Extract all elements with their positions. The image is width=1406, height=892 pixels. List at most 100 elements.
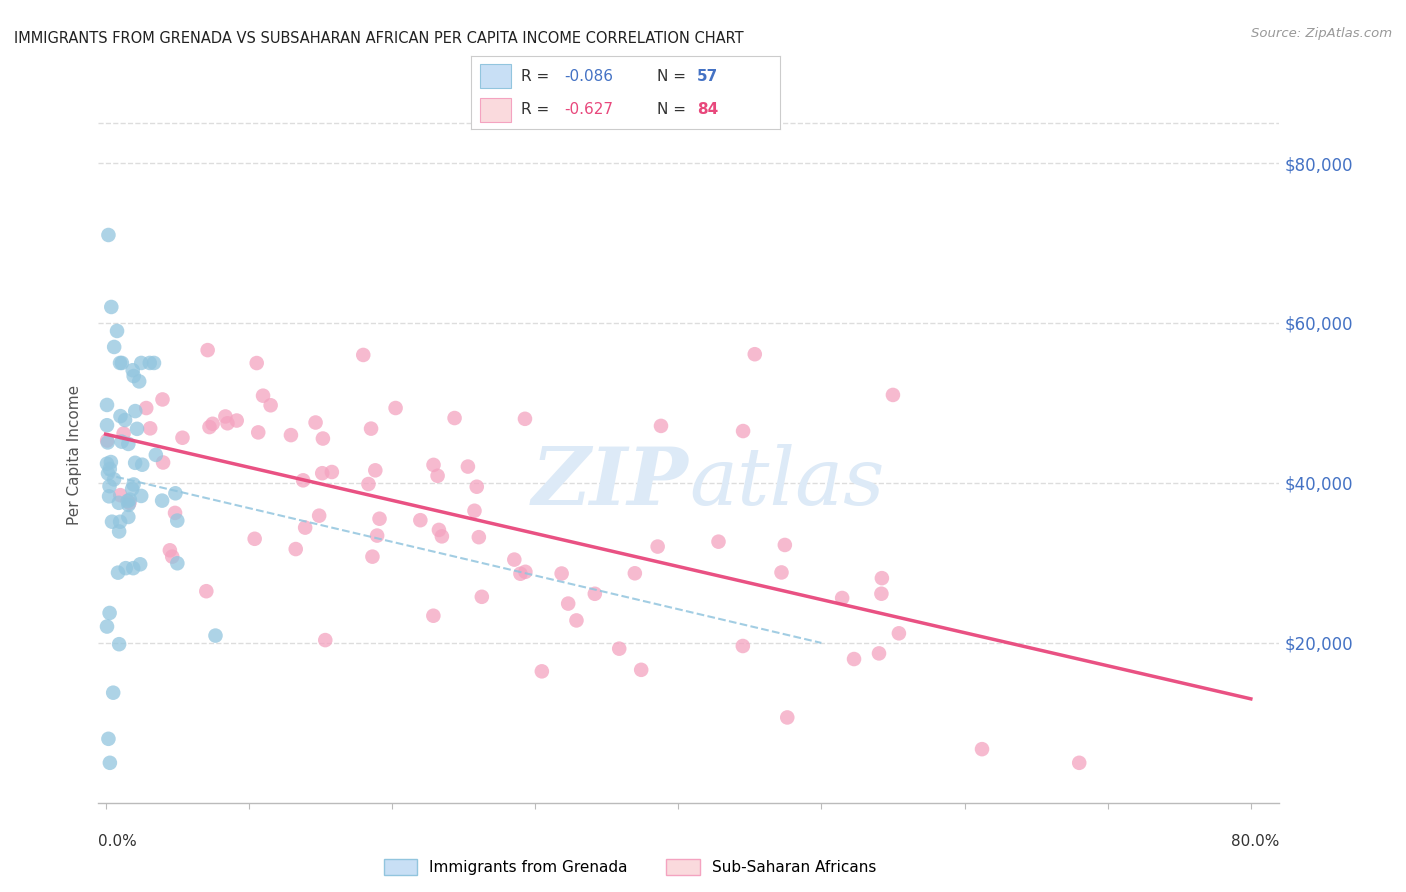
Point	[150, 493, 173, 508]
Text: 0.0%: 0.0%	[98, 834, 138, 849]
Point	[97, 435, 120, 450]
Point	[650, 418, 672, 433]
Point	[352, 348, 374, 362]
Point	[107, 566, 129, 580]
Text: IMMIGRANTS FROM GRENADA VS SUBSAHARAN AFRICAN PER CAPITA INCOME CORRELATION CHAR: IMMIGRANTS FROM GRENADA VS SUBSAHARAN AF…	[14, 31, 744, 46]
Point	[887, 626, 910, 640]
Point	[195, 584, 218, 599]
Point	[870, 571, 893, 585]
Text: 80.0%: 80.0%	[1232, 834, 1279, 849]
Point	[152, 456, 174, 470]
Point	[131, 458, 153, 472]
Point	[430, 529, 453, 543]
Point	[129, 356, 152, 370]
Point	[557, 597, 579, 611]
Point	[108, 637, 131, 651]
Point	[108, 515, 131, 529]
Point	[259, 398, 281, 412]
Text: R =: R =	[520, 69, 554, 84]
Point	[98, 606, 121, 620]
Point	[515, 565, 537, 579]
Point	[776, 710, 799, 724]
Point	[360, 422, 382, 436]
Point	[97, 731, 120, 746]
Point	[426, 468, 449, 483]
Point	[117, 494, 139, 508]
Point	[624, 566, 647, 581]
Point	[108, 524, 131, 539]
Point	[284, 542, 307, 557]
Y-axis label: Per Capita Income: Per Capita Income	[67, 384, 83, 525]
Point	[122, 561, 145, 575]
Point	[831, 591, 853, 605]
Point	[197, 343, 219, 357]
Point	[108, 356, 131, 370]
Point	[882, 388, 904, 402]
Point	[129, 558, 152, 572]
Point	[607, 641, 630, 656]
Point	[162, 549, 184, 564]
Point	[96, 418, 118, 433]
Point	[225, 413, 247, 427]
Point	[530, 665, 553, 679]
Point	[121, 482, 143, 496]
Point	[103, 686, 125, 700]
Point	[198, 420, 221, 434]
Point	[513, 412, 536, 426]
Point	[384, 401, 406, 415]
Text: -0.086: -0.086	[564, 69, 613, 84]
Bar	[481, 64, 512, 88]
Point	[366, 528, 388, 542]
Point	[409, 513, 432, 527]
Point	[100, 300, 122, 314]
Point	[118, 496, 141, 510]
Legend: Immigrants from Grenada, Sub-Saharan Africans: Immigrants from Grenada, Sub-Saharan Afr…	[384, 858, 876, 875]
Point	[165, 486, 187, 500]
Point	[143, 356, 166, 370]
Point	[647, 540, 669, 554]
Point	[117, 437, 139, 451]
Point	[100, 455, 122, 469]
Point	[139, 356, 162, 370]
Text: R =: R =	[520, 102, 554, 117]
Point	[98, 756, 121, 770]
Text: Source: ZipAtlas.com: Source: ZipAtlas.com	[1251, 27, 1392, 40]
Point	[105, 324, 128, 338]
Point	[471, 590, 494, 604]
Point	[128, 375, 150, 389]
Point	[98, 489, 121, 503]
Point	[97, 227, 120, 242]
Text: -0.627: -0.627	[564, 102, 613, 117]
Point	[314, 633, 336, 648]
Point	[731, 639, 754, 653]
Point	[110, 488, 132, 502]
Point	[117, 510, 139, 524]
Point	[868, 647, 890, 661]
Point	[870, 587, 893, 601]
Text: ZIP: ZIP	[531, 444, 689, 522]
Text: N =: N =	[657, 69, 690, 84]
Point	[204, 629, 226, 643]
Point	[96, 619, 118, 633]
Point	[135, 401, 157, 415]
Point	[733, 424, 755, 438]
Point	[252, 389, 274, 403]
Point	[565, 614, 588, 628]
Point	[422, 458, 444, 472]
Point	[172, 431, 194, 445]
Point	[308, 508, 330, 523]
Point	[509, 566, 531, 581]
Text: 57: 57	[697, 69, 718, 84]
Point	[139, 421, 162, 435]
Point	[217, 417, 239, 431]
Point	[103, 472, 125, 486]
Point	[96, 434, 118, 448]
Point	[145, 448, 167, 462]
Point	[503, 552, 526, 566]
Point	[707, 534, 730, 549]
Point	[280, 428, 302, 442]
Point	[361, 549, 384, 564]
Point	[122, 369, 145, 384]
Point	[96, 398, 118, 412]
Point	[112, 426, 135, 441]
